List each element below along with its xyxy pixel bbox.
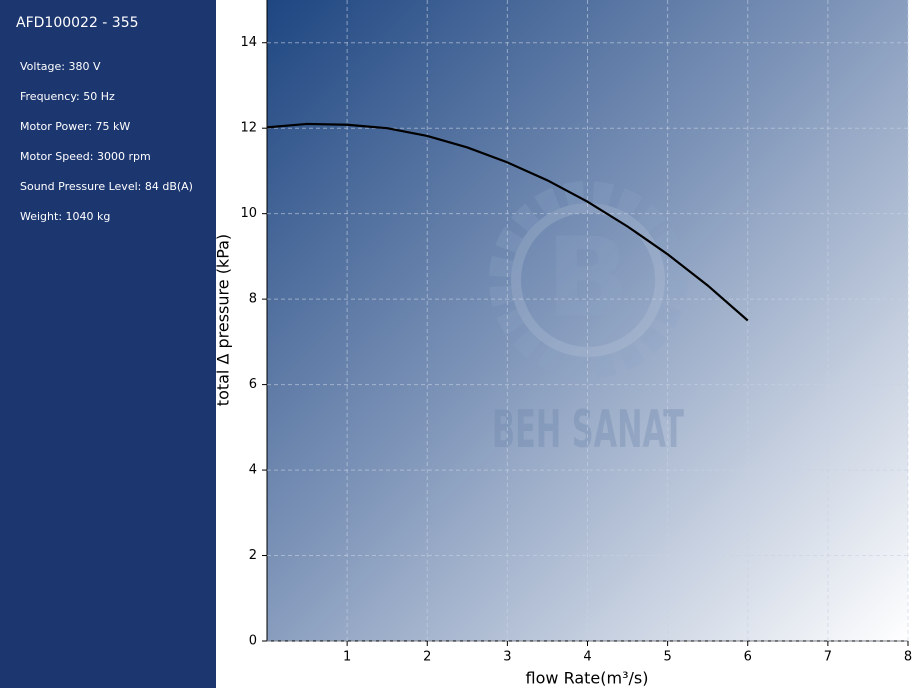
x-tick-label: 3	[503, 650, 511, 665]
x-tick-label: 8	[904, 650, 912, 665]
x-tick-label: 5	[663, 650, 671, 665]
x-tick-label: 4	[583, 650, 591, 665]
x-tick-label: 1	[343, 650, 351, 665]
y-tick-label: 4	[249, 463, 257, 478]
sidebar-title: AFD100022 - 355	[16, 15, 139, 31]
y-tick-label: 14	[240, 35, 257, 50]
watermark-text: BEH SANAT	[492, 400, 684, 460]
spec-item: Voltage: 380 V	[20, 60, 101, 73]
spec-item: Sound Pressure Level: 84 dB(A)	[20, 180, 193, 193]
spec-item: Motor Power: 75 kW	[20, 120, 131, 133]
x-axis-label: flow Rate(m³/s)	[526, 669, 649, 688]
spec-item: Motor Speed: 3000 rpm	[20, 150, 151, 163]
x-tick-label: 7	[824, 650, 832, 665]
y-tick-label: 12	[240, 121, 257, 136]
sidebar: AFD100022 - 355 Voltage: 380 V Frequency:…	[0, 0, 216, 688]
y-tick-label: 6	[249, 377, 257, 392]
pressure-curve	[266, 122, 749, 322]
x-tick-label: 2	[423, 650, 431, 665]
x-tick-label: 6	[744, 650, 752, 665]
y-axis-label: total Δ pressure (kPa)	[214, 234, 233, 406]
spec-item: Frequency: 50 Hz	[20, 90, 115, 103]
spec-item: Weight: 1040 kg	[20, 210, 111, 223]
y-tick-label: 2	[249, 548, 257, 563]
y-tick-label: 10	[240, 206, 257, 221]
y-tick-label: 0	[249, 634, 257, 649]
y-tick-label: 8	[249, 292, 257, 307]
